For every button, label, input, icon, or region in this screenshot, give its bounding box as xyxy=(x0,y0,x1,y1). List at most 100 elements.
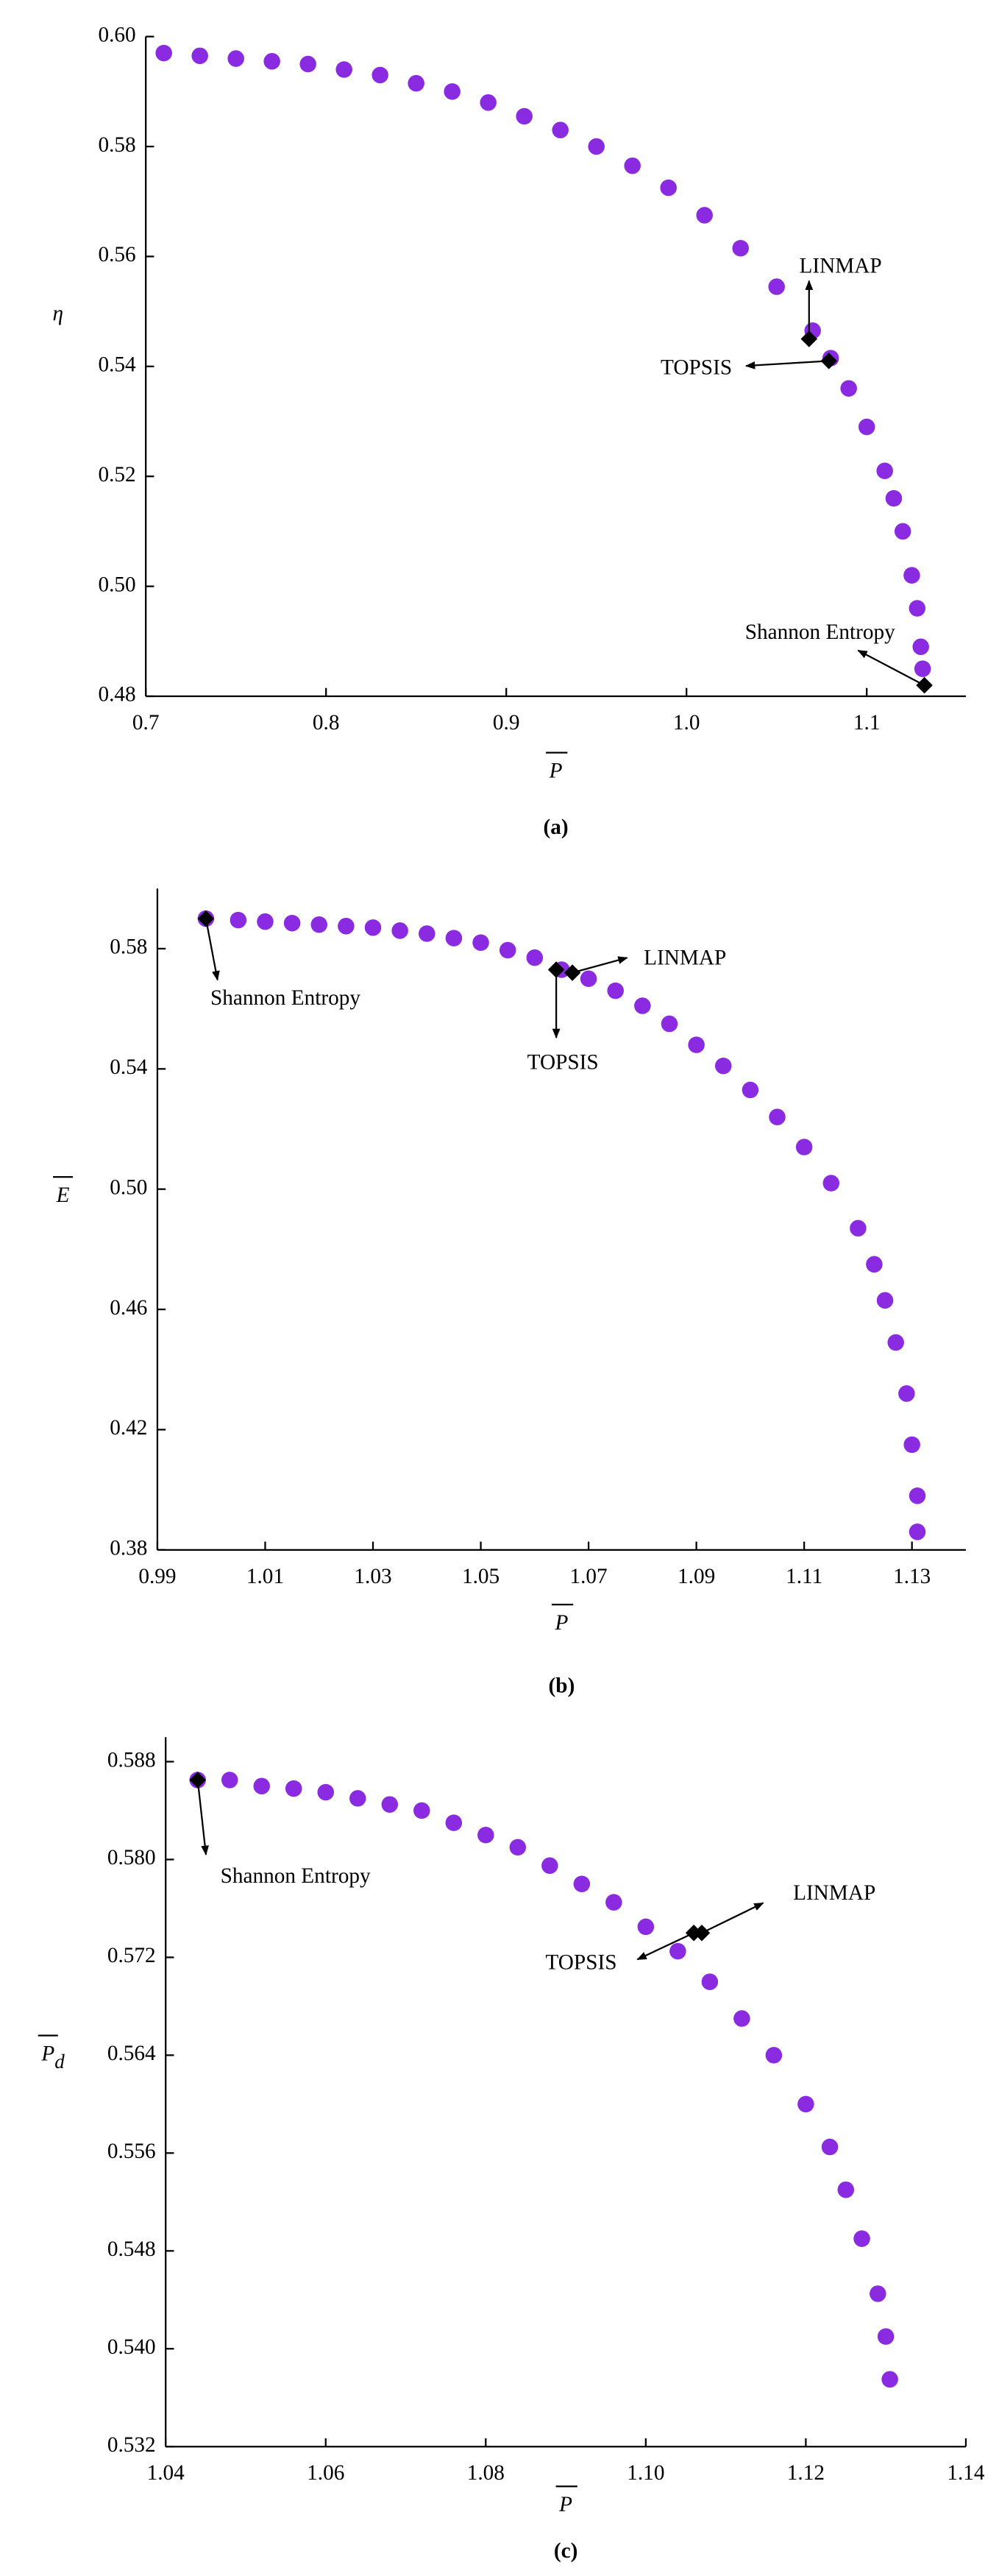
y-axis-label-main: P xyxy=(40,2042,54,2065)
point xyxy=(444,83,461,100)
x-tick-label: 1.0 xyxy=(673,711,700,735)
annotation-label: Shannon Entropy xyxy=(210,986,360,1010)
y-tick-label: 0.58 xyxy=(98,133,135,157)
point xyxy=(381,1796,399,1813)
y-tick-label: 0.564 xyxy=(107,2042,156,2065)
x-axis-label: P xyxy=(558,2493,572,2516)
point xyxy=(480,94,497,111)
point xyxy=(769,1108,786,1125)
y-tick-label: 0.48 xyxy=(98,683,135,707)
x-tick-label: 1.11 xyxy=(786,1565,822,1588)
point xyxy=(624,157,641,174)
point xyxy=(526,949,544,966)
y-tick-label: 0.58 xyxy=(110,935,147,959)
x-tick-label: 0.9 xyxy=(493,711,520,735)
chart-panel: 0.99 1.01 1.03 1.05 1.07 1.09 1.11 1.13 0.38 0.42… xyxy=(53,888,966,1697)
point xyxy=(299,55,316,73)
point xyxy=(795,1139,813,1156)
y-tick-label: 0.556 xyxy=(107,2140,156,2163)
point xyxy=(887,1334,904,1351)
point xyxy=(701,1973,719,1990)
x-tick-label: 1.10 xyxy=(627,2461,664,2485)
y-tick-label: 0.532 xyxy=(107,2433,156,2457)
y-tick-label: 0.50 xyxy=(110,1175,147,1199)
y-tick-label: 0.54 xyxy=(110,1055,148,1079)
point xyxy=(637,1918,655,1936)
x-axis-label: P xyxy=(549,759,563,782)
point xyxy=(338,918,355,935)
annotation-label: LINMAP xyxy=(799,254,881,277)
point xyxy=(688,1036,705,1053)
y-axis-label-main: η xyxy=(53,302,64,325)
point xyxy=(509,1839,527,1856)
point xyxy=(877,2328,895,2345)
x-tick-label: 0.7 xyxy=(132,711,160,735)
y-tick-label: 0.580 xyxy=(107,1846,156,1869)
x-axis-label: P xyxy=(555,1611,569,1635)
y-axis-label-main: E xyxy=(56,1183,70,1207)
x-tick-label: 1.09 xyxy=(678,1565,715,1588)
point xyxy=(477,1827,494,1844)
point xyxy=(696,207,713,224)
point xyxy=(253,1777,270,1795)
x-tick-label: 1.12 xyxy=(787,2461,825,2485)
annotation-label: LINMAP xyxy=(793,1881,875,1905)
annotation-label: TOPSIS xyxy=(545,1951,616,1975)
point xyxy=(853,2230,870,2247)
point xyxy=(866,1256,883,1273)
point xyxy=(413,1802,430,1819)
y-tick-label: 0.42 xyxy=(110,1416,147,1440)
annotation-arrow xyxy=(701,1902,764,1934)
point xyxy=(881,2371,898,2388)
point xyxy=(191,47,208,65)
y-axis-label: η xyxy=(53,302,64,325)
x-tick-label: 1.07 xyxy=(569,1565,607,1588)
point xyxy=(870,2285,886,2302)
y-tick-label: 0.60 xyxy=(98,23,135,46)
annotation-arrow xyxy=(196,1780,210,1856)
point xyxy=(335,61,352,78)
point xyxy=(822,1175,840,1192)
point xyxy=(661,1015,678,1033)
x-tick-label: 0.8 xyxy=(313,711,340,735)
y-tick-label: 0.56 xyxy=(98,243,135,266)
point xyxy=(371,66,388,84)
x-tick-label: 1.14 xyxy=(947,2461,985,2485)
x-tick-label: 1.1 xyxy=(853,711,881,735)
point xyxy=(580,970,597,988)
point xyxy=(858,418,875,436)
y-tick-label: 0.572 xyxy=(107,1944,156,1967)
point xyxy=(445,1814,463,1831)
point xyxy=(516,107,533,125)
y-tick-label: 0.54 xyxy=(98,353,136,377)
point xyxy=(894,523,911,540)
panel-label: (b) xyxy=(549,1674,575,1697)
point xyxy=(903,567,920,584)
point xyxy=(221,1772,238,1788)
point xyxy=(257,913,274,930)
point xyxy=(742,1081,759,1099)
point xyxy=(898,1385,915,1402)
annotation-label: LINMAP xyxy=(644,946,726,969)
point xyxy=(419,925,435,942)
point xyxy=(885,489,903,507)
point xyxy=(733,2010,750,2027)
annotation-label: Shannon Entropy xyxy=(745,620,895,644)
point xyxy=(876,462,893,480)
chart-panel: 0.7 0.8 0.9 1.0 1.1 0.48 0.50 0.52 0.54 0.56 0.58 0… xyxy=(53,23,966,839)
point xyxy=(660,179,677,197)
point xyxy=(714,1057,732,1075)
y-tick-label: 0.46 xyxy=(110,1296,147,1320)
point xyxy=(317,1783,335,1801)
point xyxy=(573,1875,591,1892)
point xyxy=(909,1524,926,1540)
y-tick-label: 0.50 xyxy=(98,573,135,596)
point xyxy=(230,911,247,929)
point xyxy=(634,997,651,1014)
x-tick-label: 1.13 xyxy=(893,1565,931,1588)
annotation-label: TOPSIS xyxy=(661,355,732,379)
point xyxy=(227,50,244,67)
point xyxy=(876,1292,894,1309)
